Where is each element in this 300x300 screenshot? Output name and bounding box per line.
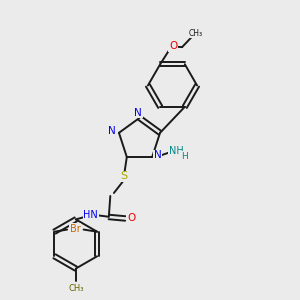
Text: NH: NH (169, 146, 184, 156)
Text: CH₃: CH₃ (68, 284, 84, 292)
Text: Br: Br (70, 224, 81, 234)
Text: Br: Br (70, 224, 81, 234)
Text: S: S (120, 172, 128, 182)
Text: H: H (181, 152, 188, 161)
Text: HN: HN (83, 210, 98, 220)
Text: N: N (134, 107, 142, 118)
Text: N: N (109, 126, 116, 136)
Text: O: O (169, 41, 177, 51)
Text: N: N (154, 151, 161, 160)
Text: CH₃: CH₃ (188, 29, 202, 38)
Text: O: O (127, 214, 135, 224)
